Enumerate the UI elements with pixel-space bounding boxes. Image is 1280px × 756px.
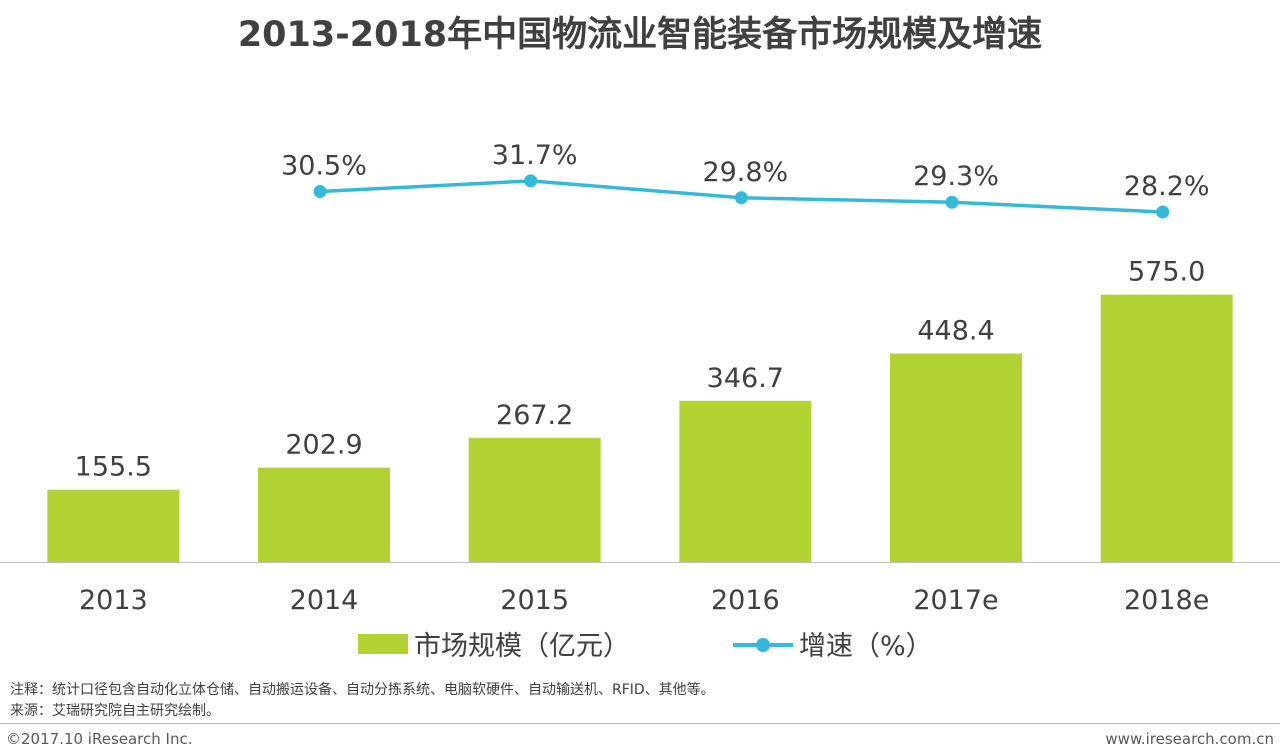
legend-line-label: 增速（%） xyxy=(799,631,933,662)
x-tick-label: 2015 xyxy=(500,585,569,616)
bar-value-label: 346.7 xyxy=(707,363,784,394)
growth-value-label: 30.5% xyxy=(281,151,367,182)
legend-bar-label: 市场规模（亿元） xyxy=(414,631,630,662)
growth-point xyxy=(734,191,748,205)
source-text: 来源：艾瑞研究院自主研究绘制。 xyxy=(10,703,220,719)
bar-2014 xyxy=(258,467,390,562)
chart-plot: 155.5 2013 202.9 2014 267.2 2015 346.7 2016 448.… xyxy=(0,140,1280,616)
footer-divider xyxy=(0,723,1280,724)
chart-title: 2013-2018年中国物流业智能装备市场规模及增速 xyxy=(237,15,1043,55)
legend: 市场规模（亿元） 增速（%） xyxy=(0,624,1280,664)
legend-bar-swatch xyxy=(358,633,408,654)
growth-value-label: 28.2% xyxy=(1124,171,1210,202)
note-text: 注释：统计口径包含自动化立体仓储、自动搬运设备、自动分拣系统、电脑软硬件、自动输… xyxy=(10,682,715,698)
bar-2013 xyxy=(47,489,180,562)
bar-2016 xyxy=(679,400,812,562)
x-tick-label: 2013 xyxy=(79,585,148,616)
growth-point xyxy=(524,174,538,188)
bar-2015 xyxy=(468,437,601,562)
bar-value-label: 448.4 xyxy=(917,315,994,346)
growth-point xyxy=(313,185,327,199)
x-tick-label: 2018e xyxy=(1124,585,1209,616)
copyright-text: ©2017.10 iResearch Inc. xyxy=(6,730,193,748)
legend-item-bar: 市场规模（亿元） xyxy=(358,624,630,663)
bar-value-label: 202.9 xyxy=(285,430,362,461)
x-tick-label: 2016 xyxy=(711,585,780,616)
growth-value-label: 29.8% xyxy=(702,157,788,188)
bar-value-label: 267.2 xyxy=(496,400,573,431)
bar-2018e xyxy=(1100,294,1233,562)
x-tick-label: 2017e xyxy=(913,585,998,616)
bar-value-label: 155.5 xyxy=(75,452,152,483)
x-tick-label: 2014 xyxy=(290,585,359,616)
growth-point xyxy=(1156,205,1170,219)
bar-value-label: 575.0 xyxy=(1128,257,1205,288)
growth-point xyxy=(945,195,959,209)
growth-value-label: 31.7% xyxy=(492,140,578,171)
legend-item-line: 增速（%） xyxy=(733,624,933,663)
growth-value-label: 29.3% xyxy=(913,161,999,192)
website-link[interactable]: www.iresearch.com.cn xyxy=(1105,730,1274,748)
legend-line-swatch xyxy=(733,634,793,654)
bar-2017e xyxy=(890,353,1022,562)
